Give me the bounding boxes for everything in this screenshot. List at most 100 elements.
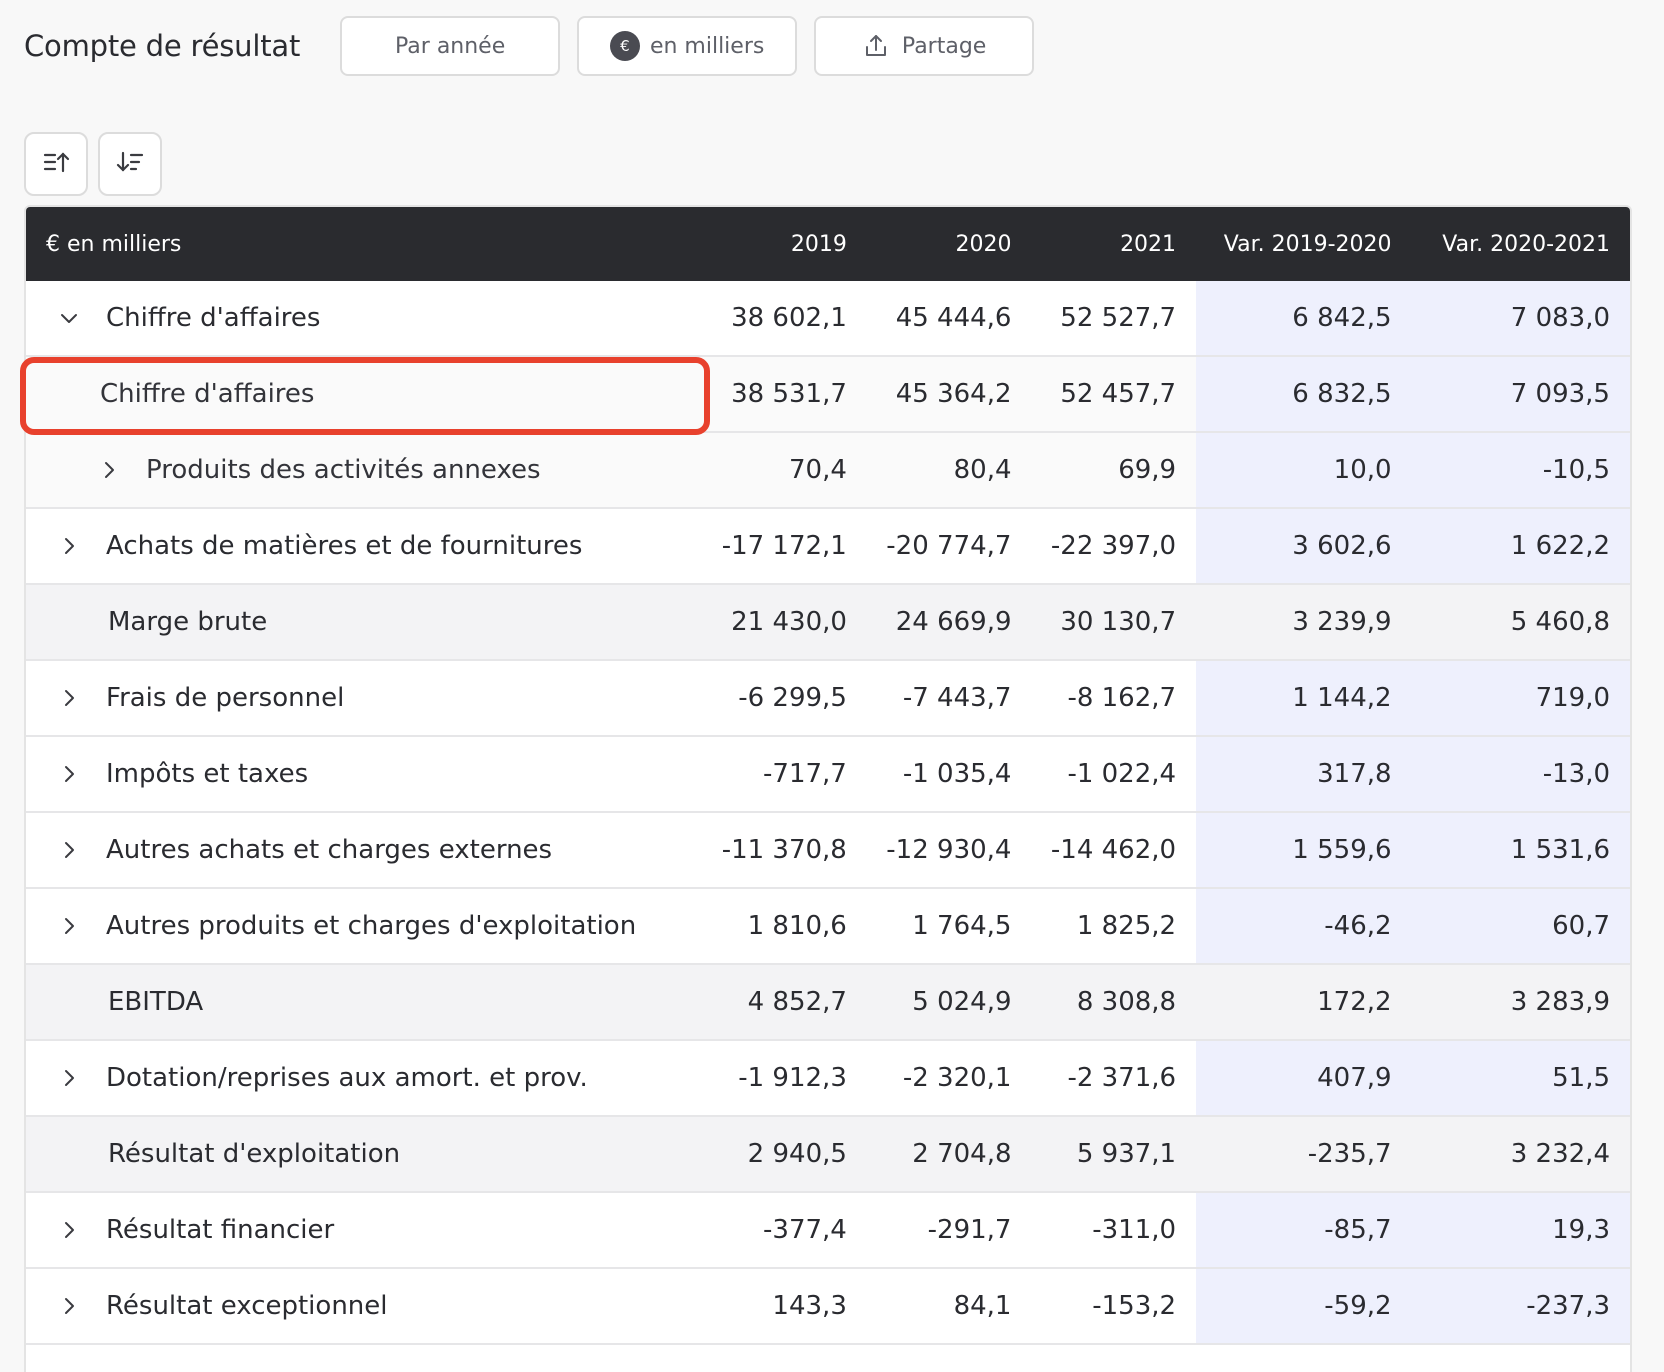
table-row[interactable]: Autres achats et charges externes -11 370… <box>26 813 1630 889</box>
row-label-cell: Chiffre d'affaires <box>26 357 702 431</box>
cell-2019: 143,3 <box>772 1291 847 1321</box>
row-label-cell: Autres produits et charges d'exploitatio… <box>26 889 702 963</box>
row-label-cell: EBITDA <box>26 965 702 1039</box>
cell-var-2020-2021: 7 093,5 <box>1411 357 1630 431</box>
cell-var-2019-2020: -235,7 <box>1196 1117 1412 1191</box>
chevron-right-icon[interactable] <box>56 913 82 939</box>
chevron-right-icon[interactable] <box>56 837 82 863</box>
table-header: € en milliers 2019 2020 2021 Var. 2019-2… <box>26 207 1630 281</box>
chevron-right-icon[interactable] <box>56 761 82 787</box>
row-label: Marge brute <box>108 607 268 637</box>
chevron-right-icon[interactable] <box>56 1217 82 1243</box>
cell-2019: 1 810,6 <box>747 911 847 941</box>
chevron-down-icon[interactable] <box>56 305 82 331</box>
chevron-right-icon[interactable] <box>56 1293 82 1319</box>
table-row[interactable]: Autres produits et charges d'exploitatio… <box>26 889 1630 965</box>
cell-var-2020-2021: 5 460,8 <box>1411 585 1630 659</box>
sort-descending-button[interactable] <box>98 132 162 196</box>
period-button[interactable]: Par année <box>340 16 561 76</box>
cell-2021: 52 527,7 <box>1060 303 1177 333</box>
cell-var-2019-2020: -46,2 <box>1196 889 1412 963</box>
sort-ascending-button[interactable] <box>24 132 88 196</box>
table-row[interactable]: Chiffre d'affaires 38 602,1 45 444,6 52 527… <box>26 281 1630 357</box>
row-label-cell: Frais de personnel <box>26 661 702 735</box>
table-row[interactable]: Frais de personnel -6 299,5 -7 443,7 -8 162… <box>26 661 1630 737</box>
cell-var-2020-2021: 19,3 <box>1411 1193 1630 1267</box>
cell-var-2019-2020: 6 842,5 <box>1196 281 1412 355</box>
cell-var-2019-2020: 10,0 <box>1196 433 1412 507</box>
sort-ascending-icon <box>41 147 71 181</box>
row-label: Impôts et taxes <box>106 759 309 789</box>
cell-var-2019-2020: -85,7 <box>1196 1193 1412 1267</box>
table-row[interactable]: Produits des activités annexes 70,4 80,4 69… <box>26 433 1630 509</box>
row-label: EBITDA <box>108 987 204 1017</box>
share-button[interactable]: Partage <box>814 16 1035 76</box>
cell-2021: 1 825,2 <box>1076 911 1177 941</box>
cell-var-2020-2021: 51,5 <box>1411 1041 1630 1115</box>
cell-var-2020-2021: 1 622,2 <box>1411 509 1630 583</box>
cell-2021: -1 022,4 <box>1067 759 1177 789</box>
cell-var-2019-2020: 6 832,5 <box>1196 357 1412 431</box>
table-row[interactable]: Résultat financier -377,4 -291,7 -311,0 -85,… <box>26 1193 1630 1269</box>
unit-button[interactable]: € en milliers <box>577 16 798 76</box>
cell-var-2020-2021: -13,0 <box>1411 737 1630 811</box>
chevron-right-icon[interactable] <box>96 457 122 483</box>
chevron-right-icon[interactable] <box>56 1065 82 1091</box>
sort-descending-icon <box>115 147 145 181</box>
cell-var-2019-2020: 407,9 <box>1196 1041 1412 1115</box>
row-label: Produits des activités annexes <box>146 455 541 485</box>
table-row: EBITDA 4 852,7 5 024,9 8 308,8 172,2 3 283,9 <box>26 965 1630 1041</box>
row-label-cell: Résultat financier <box>26 1193 702 1267</box>
euro-icon: € <box>609 31 640 61</box>
row-label: Dotation/reprises aux amort. et prov. <box>106 1063 588 1093</box>
row-label-cell: Produits des activités annexes <box>26 433 702 507</box>
row-label: Résultat exceptionnel <box>106 1291 388 1321</box>
table-row[interactable]: Dotation/reprises aux amort. et prov. -1 … <box>26 1041 1630 1117</box>
cell-2019: 38 602,1 <box>731 303 847 333</box>
cell-var-2019-2020: 172,2 <box>1196 965 1412 1039</box>
cell-2019: -11 370,8 <box>721 835 847 865</box>
cell-2019: -6 299,5 <box>738 683 847 713</box>
table-row: Marge brute 21 430,0 24 669,9 30 130,7 3 239… <box>26 585 1630 661</box>
cell-var-2019-2020: 317,8 <box>1196 737 1412 811</box>
cell-var-2019-2020: -59,2 <box>1196 1269 1412 1343</box>
toolbar: Compte de résultat Par année € en millie… <box>24 16 1051 76</box>
row-label-cell: Chiffre d'affaires <box>26 281 702 355</box>
chevron-right-icon[interactable] <box>56 533 82 559</box>
row-label-cell: Achats de matières et de fournitures <box>26 509 702 583</box>
cell-2021: 8 308,8 <box>1076 987 1177 1017</box>
cell-2020: 5 024,9 <box>912 987 1012 1017</box>
cell-2021: -153,2 <box>1092 1291 1177 1321</box>
page-title: Compte de résultat <box>24 29 301 63</box>
cell-2021: -22 397,0 <box>1050 531 1177 561</box>
row-label-cell: Marge brute <box>26 585 702 659</box>
cell-var-2020-2021: 60,7 <box>1411 889 1630 963</box>
column-header-2019: 2019 <box>790 231 847 257</box>
cell-2021: 52 457,7 <box>1060 379 1177 409</box>
cell-var-2020-2021: 719,0 <box>1411 661 1630 735</box>
share-icon <box>862 32 890 60</box>
cell-var-2020-2021: -10,5 <box>1411 433 1630 507</box>
sort-controls <box>24 132 172 196</box>
table-body: Chiffre d'affaires 38 602,1 45 444,6 52 527… <box>26 281 1630 1345</box>
row-label-cell: Dotation/reprises aux amort. et prov. <box>26 1041 702 1115</box>
cell-var-2019-2020: 3 602,6 <box>1196 509 1412 583</box>
cell-var-2020-2021: 1 531,6 <box>1411 813 1630 887</box>
share-button-label: Partage <box>901 33 987 59</box>
cell-2019: 38 531,7 <box>731 379 847 409</box>
column-header-var-2020-2021: Var. 2020-2021 <box>1442 231 1610 257</box>
unit-button-label: en milliers <box>649 33 765 59</box>
table-row[interactable]: Achats de matières et de fournitures -17 … <box>26 509 1630 585</box>
table-row[interactable]: Résultat exceptionnel 143,3 84,1 -153,2 -59,… <box>26 1269 1630 1345</box>
cell-2021: 69,9 <box>1118 455 1177 485</box>
chevron-right-icon[interactable] <box>56 685 82 711</box>
cell-var-2020-2021: 3 283,9 <box>1411 965 1630 1039</box>
column-header-2021: 2021 <box>1120 231 1177 257</box>
row-label: Frais de personnel <box>106 683 345 713</box>
cell-var-2019-2020: 3 239,9 <box>1196 585 1412 659</box>
cell-2021: 5 937,1 <box>1076 1139 1177 1169</box>
cell-2021: -2 371,6 <box>1067 1063 1177 1093</box>
cell-2020: -291,7 <box>927 1215 1012 1245</box>
table-row[interactable]: Impôts et taxes -717,7 -1 035,4 -1 022,4 317… <box>26 737 1630 813</box>
cell-2021: 30 130,7 <box>1060 607 1177 637</box>
